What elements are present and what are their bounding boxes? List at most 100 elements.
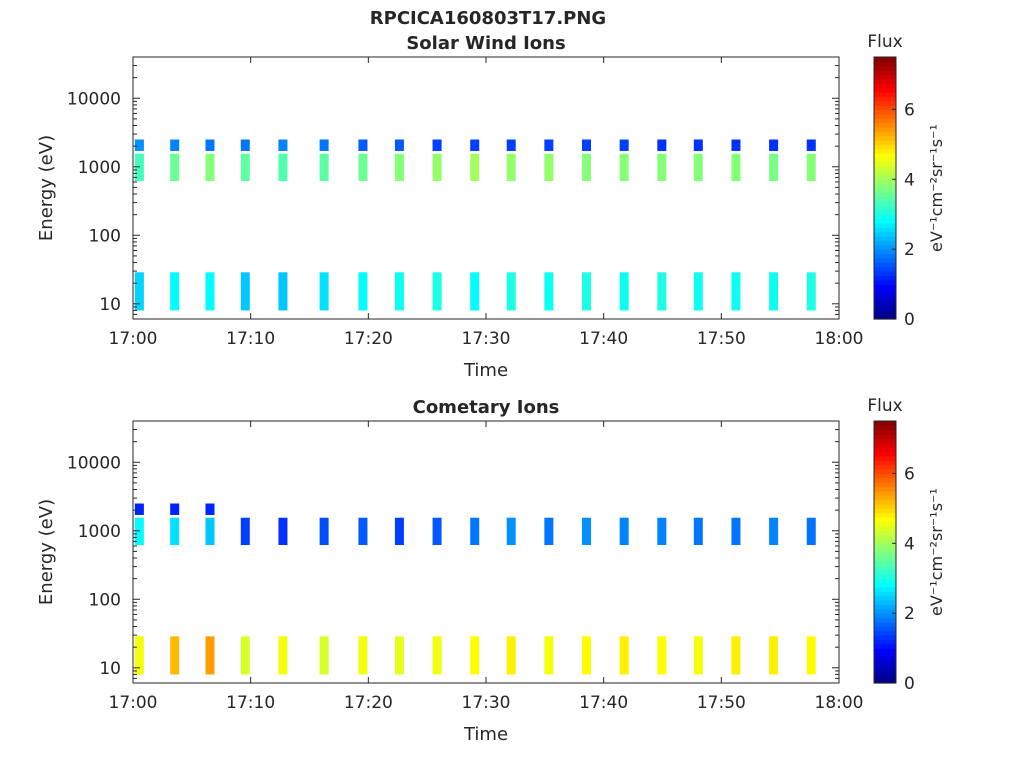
colorbar-segment (874, 508, 896, 514)
low-band-cell (470, 636, 480, 675)
main-band-cell (806, 517, 816, 545)
low-band-cell (619, 636, 629, 675)
secondary-band-cell (693, 139, 703, 151)
colorbar-segment (874, 534, 896, 540)
secondary-band-cell (619, 139, 629, 151)
low-band-cell (769, 272, 779, 311)
main-band-cell (432, 517, 442, 545)
colorbar-segment (874, 626, 896, 632)
main-band-cell (506, 153, 516, 181)
secondary-band-cell (278, 139, 288, 151)
colorbar-segment (874, 525, 896, 531)
colorbar-segment (874, 240, 896, 246)
low-band-cell (582, 272, 592, 311)
low-band-cell (278, 636, 288, 675)
colorbar-segment (874, 227, 896, 233)
colorbar-segment (874, 100, 896, 106)
colorbar: 0 2 4 6 Flux eV⁻¹cm⁻²sr⁻¹s⁻¹ (867, 32, 946, 330)
main-band-cell (432, 153, 442, 181)
x-tick-label: 18:00 (815, 329, 864, 349)
main-band-cell (582, 517, 592, 545)
panel-title: Solar Wind Ions (406, 33, 565, 54)
colorbar-segment (874, 469, 896, 474)
low-band-cell (432, 272, 442, 311)
panel-title: Cometary Ions (413, 397, 560, 418)
colorbar-segment (874, 669, 896, 675)
low-band-cell (693, 272, 703, 311)
colorbar-segment (874, 665, 896, 671)
colorbar-segment (874, 455, 896, 461)
colorbar-segment (874, 512, 896, 518)
colorbar-segment (874, 560, 896, 566)
colorbar-segment (874, 139, 896, 145)
colorbar-segment (874, 288, 896, 294)
colorbar-segment (874, 179, 896, 185)
main-band-cell (582, 153, 592, 181)
low-band-cell (657, 272, 667, 311)
colorbar-segment (874, 148, 896, 154)
colorbar-segment (874, 166, 896, 172)
low-band-cell (544, 272, 554, 311)
main-band-cell (170, 517, 180, 545)
colorbar-segment (874, 429, 896, 435)
low-band-cell (693, 636, 703, 675)
secondary-band-cell (506, 139, 516, 151)
colorbar-segment (874, 538, 896, 544)
heatmap-cells (134, 139, 816, 311)
colorbar-segment (874, 661, 896, 667)
colorbar-unit-label: eV⁻¹cm⁻²sr⁻¹s⁻¹ (927, 124, 946, 252)
secondary-band-cell (394, 139, 404, 151)
main-band-cell (470, 517, 480, 545)
main-band-cell (319, 517, 329, 545)
colorbar-segment (874, 552, 896, 557)
colorbar-segment (874, 266, 896, 272)
colorbar-segment (874, 174, 896, 180)
low-band-cell (205, 636, 215, 675)
low-band-cell (470, 272, 480, 311)
secondary-band-cell (134, 139, 144, 151)
colorbar-segment (874, 573, 896, 579)
y-tick-label: 1000 (78, 522, 121, 542)
low-band-cell (506, 272, 516, 311)
colorbar-segment (874, 586, 896, 592)
main-band-cell (693, 517, 703, 545)
secondary-band-cell (806, 139, 816, 151)
colorbar-segment (874, 425, 896, 431)
chart-panel-1: 17:00 17:10 17:20 17:30 17:40 17:50 18:00 10 100… (36, 32, 946, 381)
colorbar-segment (874, 297, 896, 303)
colorbar-segment (874, 613, 896, 619)
colorbar-segment (874, 122, 896, 128)
low-band-cell (134, 636, 144, 675)
main-band-cell (619, 153, 629, 181)
colorbar-segment (874, 270, 896, 276)
colorbar-segment (874, 214, 896, 220)
y-tick-label: 10 (99, 295, 121, 315)
colorbar-segment (874, 517, 896, 523)
y-tick-label: 10000 (67, 89, 121, 109)
colorbar-segment (874, 74, 896, 80)
colorbar-segment (874, 490, 896, 496)
x-tick-label: 17:10 (226, 693, 275, 713)
main-band-cell (470, 153, 480, 181)
colorbar-frame (873, 420, 897, 684)
low-band-cell (278, 272, 288, 311)
main-band-cell (657, 517, 667, 545)
colorbar-segment (874, 495, 896, 501)
main-band-cell (205, 153, 215, 181)
colorbar-segment (874, 442, 896, 448)
colorbar-segment (874, 192, 896, 198)
colorbar-segment (874, 231, 896, 237)
low-band-cell (506, 636, 516, 675)
low-band-cell (170, 636, 180, 675)
low-band-cell (170, 272, 180, 311)
colorbar-segment (874, 253, 896, 259)
colorbar-segment (874, 595, 896, 601)
colorbar-segment (874, 109, 896, 115)
y-axis-label: Energy (eV) (36, 499, 57, 605)
colorbar-segment (874, 70, 896, 76)
colorbar-segment (874, 209, 896, 215)
x-axis-label: Time (463, 724, 508, 745)
colorbar-segment (874, 131, 896, 137)
main-band-cell (544, 153, 554, 181)
